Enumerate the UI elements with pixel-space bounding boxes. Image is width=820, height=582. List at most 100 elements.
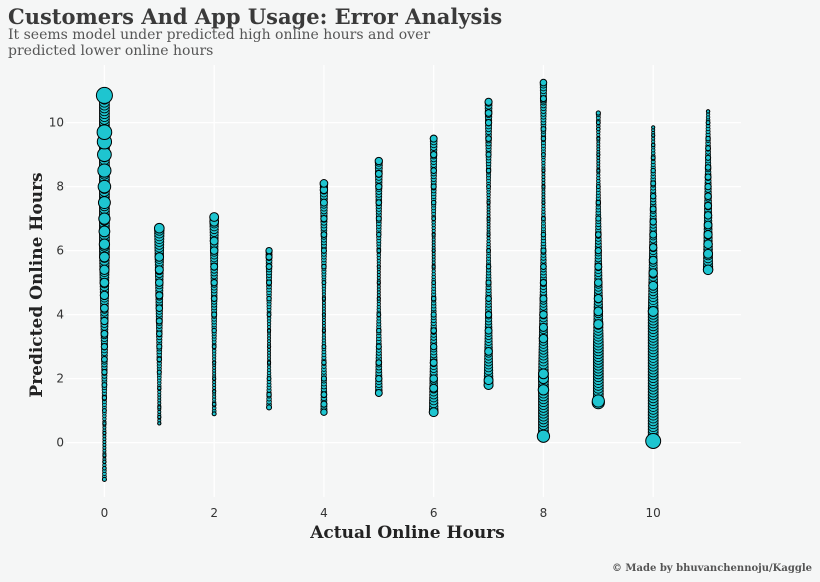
data-point xyxy=(539,78,548,87)
data-point xyxy=(320,214,328,223)
data-point xyxy=(212,360,217,365)
data-point xyxy=(704,164,712,171)
data-point xyxy=(541,200,546,205)
data-point xyxy=(484,118,493,127)
data-point xyxy=(431,232,436,237)
data-point xyxy=(647,305,659,317)
data-point xyxy=(430,183,437,190)
data-point xyxy=(155,278,164,287)
data-point xyxy=(430,327,438,334)
data-point xyxy=(485,167,492,174)
data-point xyxy=(266,391,272,398)
data-point xyxy=(431,264,436,269)
data-point xyxy=(209,246,219,255)
data-point xyxy=(101,395,108,401)
data-point xyxy=(649,192,657,200)
data-point xyxy=(596,168,601,173)
data-point xyxy=(431,248,436,253)
data-point xyxy=(650,142,656,148)
data-point xyxy=(211,411,217,417)
data-point xyxy=(595,199,602,206)
data-point xyxy=(429,383,439,393)
data-point xyxy=(705,120,711,126)
data-point xyxy=(265,263,273,270)
x-tick-label: 8 xyxy=(540,506,548,520)
data-point xyxy=(430,295,437,302)
data-point xyxy=(97,179,112,194)
data-point xyxy=(593,319,604,330)
data-point xyxy=(594,262,603,271)
x-tick-label: 2 xyxy=(210,506,218,520)
chart-subtitle: It seems model under predicted high onli… xyxy=(8,27,431,59)
data-point xyxy=(101,355,108,363)
data-point xyxy=(321,328,327,333)
data-point xyxy=(374,169,383,178)
data-point xyxy=(429,374,438,383)
data-point xyxy=(651,125,656,130)
data-point xyxy=(211,344,217,350)
data-point xyxy=(486,232,491,237)
data-point xyxy=(648,280,659,291)
data-point xyxy=(321,359,327,366)
data-point xyxy=(485,279,492,286)
data-point xyxy=(703,211,713,220)
data-point xyxy=(595,184,601,190)
data-point xyxy=(649,218,657,226)
data-point xyxy=(319,179,329,188)
y-tick-label: 2 xyxy=(56,372,64,386)
data-point xyxy=(155,304,164,312)
data-point xyxy=(486,248,491,254)
data-point xyxy=(595,120,601,126)
data-point xyxy=(595,215,602,222)
data-point xyxy=(703,230,713,240)
x-axis-label: Actual Online Hours xyxy=(309,523,505,543)
data-point xyxy=(376,248,382,254)
data-point xyxy=(541,152,546,158)
data-point xyxy=(155,317,163,325)
data-point xyxy=(483,375,494,386)
y-tick-label: 6 xyxy=(56,244,64,258)
data-point xyxy=(101,369,108,376)
data-point xyxy=(321,263,327,270)
data-point xyxy=(430,167,438,174)
data-point xyxy=(431,216,437,222)
data-point xyxy=(594,246,602,255)
data-point xyxy=(430,199,437,206)
data-point xyxy=(430,150,438,159)
data-point xyxy=(156,330,163,338)
x-tick-label: 6 xyxy=(430,506,438,520)
data-point xyxy=(212,389,217,394)
data-point xyxy=(430,342,438,351)
data-point xyxy=(705,145,711,152)
data-point xyxy=(265,246,273,255)
data-point xyxy=(376,264,381,269)
data-point xyxy=(428,407,439,418)
data-point xyxy=(376,296,381,301)
data-point xyxy=(539,95,547,103)
data-point xyxy=(648,255,658,265)
data-point xyxy=(157,414,162,420)
data-point xyxy=(321,296,327,301)
x-axis-ticks: 0 2 4 6 8 10 xyxy=(101,506,661,520)
data-point xyxy=(265,253,273,261)
data-point xyxy=(157,385,162,391)
data-point xyxy=(540,247,547,254)
data-point xyxy=(375,199,383,206)
data-point xyxy=(486,184,491,190)
data-point xyxy=(591,394,605,408)
data-point xyxy=(540,126,547,132)
data-point xyxy=(157,405,162,410)
data-points xyxy=(95,78,714,482)
data-point xyxy=(321,344,327,350)
grid xyxy=(66,65,741,497)
data-point xyxy=(538,333,549,344)
data-point xyxy=(704,201,713,210)
data-point xyxy=(97,196,111,210)
data-point xyxy=(99,264,110,275)
data-point xyxy=(650,155,656,161)
data-point xyxy=(154,265,164,275)
data-point xyxy=(99,277,110,288)
y-tick-label: 8 xyxy=(56,180,64,194)
data-point xyxy=(376,280,381,285)
